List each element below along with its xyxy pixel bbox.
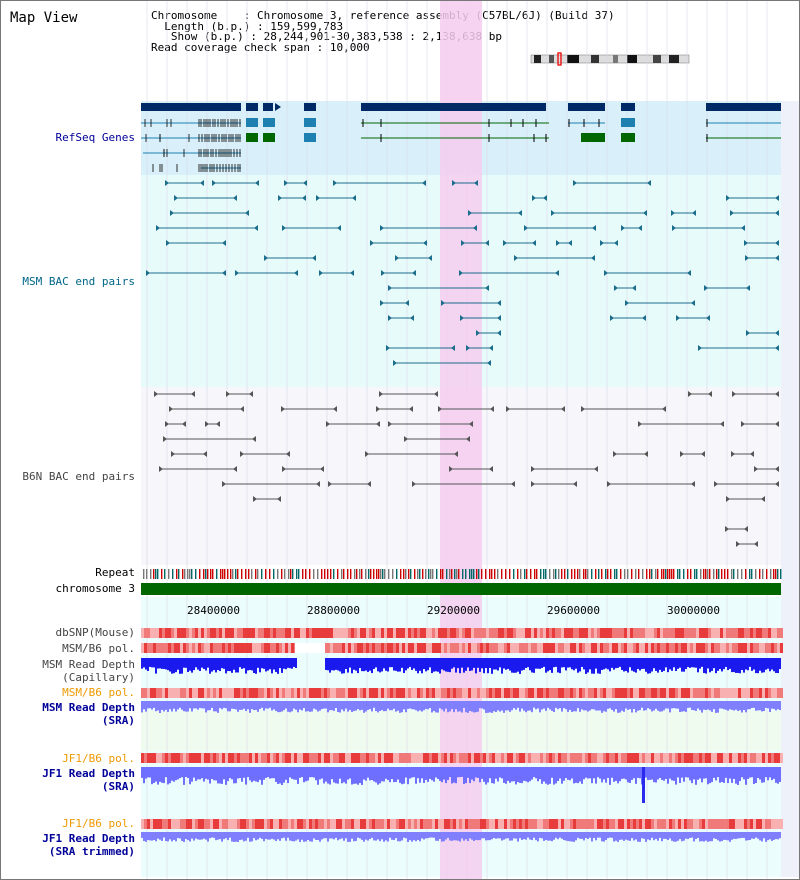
jf1-depth-trim-sub: (SRA trimmed) (49, 845, 135, 858)
app-title: Map View (10, 10, 78, 26)
msm-bac-label[interactable]: MSM BAC end pairs (22, 275, 135, 288)
jf1-pol-2-label: JF1/B6 pol. (62, 817, 135, 830)
axis-tick-1: 28400000 (187, 604, 240, 617)
msm-depth-sra-label: MSM Read Depth (42, 701, 135, 714)
coverage-value: 10,000 (329, 40, 370, 54)
highlight-region[interactable] (440, 1, 482, 879)
jf1-depth-sra-sub: (SRA) (102, 780, 135, 793)
axis-tick-5: 30000000 (667, 604, 720, 617)
repeat-label: Repeat (95, 566, 135, 579)
jf1-depth-trim-label: JF1 Read Depth (42, 832, 135, 845)
chromosome-ideogram[interactable] (530, 52, 690, 66)
b6n-bac-track[interactable] (154, 391, 779, 547)
msm-depth-sra-sub: (SRA) (102, 714, 135, 727)
refseq-genes-track[interactable] (141, 103, 781, 172)
axis-tick-3: 29200000 (427, 604, 480, 617)
msm-pol-2-label: MSM/B6 pol. (62, 686, 135, 699)
chromosome-label-track: chromosome 3 (56, 582, 135, 595)
dbsnp-label: dbSNP(Mouse) (56, 626, 135, 639)
msm-depth-cap-sub: (Capillary) (62, 671, 135, 684)
show-label: Show (b.p.) (170, 30, 244, 43)
msm-depth-cap-label: MSM Read Depth (42, 658, 135, 671)
grid-lines (146, 1, 768, 879)
msm-pol-label: MSM/B6 pol. (62, 642, 135, 655)
heat-tracks (141, 628, 783, 829)
refseq-genes-label[interactable]: RefSeq Genes (56, 131, 135, 144)
coverage-label: Read coverage check span (151, 40, 310, 54)
b6n-bac-label[interactable]: B6N BAC end pairs (22, 470, 135, 483)
jf1-pol-label: JF1/B6 pol. (62, 752, 135, 765)
length-label: Length (b.p.) (164, 19, 251, 33)
length-value: 159,599,783 (270, 19, 344, 33)
jf1-depth-sra-label: JF1 Read Depth (42, 767, 135, 780)
repeat-track (143, 569, 782, 579)
chromosome-bar (141, 583, 781, 595)
axis-tick-4: 29600000 (547, 604, 600, 617)
position-axis: 28400000 28800000 29200000 29600000 3000… (187, 604, 720, 617)
msm-bac-track[interactable] (146, 180, 779, 366)
axis-tick-2: 28800000 (307, 604, 360, 617)
chromosome-label: Chromosome (151, 9, 218, 22)
depth-tracks (141, 658, 781, 842)
info-panel: Chromosome : Chromosome 3, reference ass… (151, 9, 615, 54)
